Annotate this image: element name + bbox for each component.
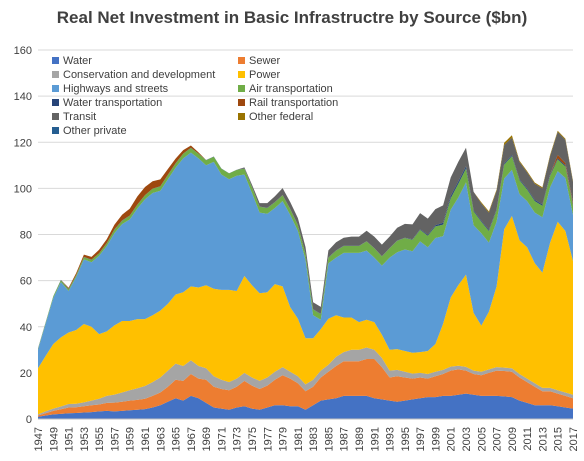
legend-swatch	[238, 71, 245, 78]
x-tick-label: 2015	[553, 427, 565, 451]
legend-label: Water	[63, 55, 92, 67]
legend-swatch	[52, 127, 59, 134]
x-tick-label: 2009	[507, 427, 519, 451]
x-tick-label: 1961	[140, 427, 152, 451]
x-tick-label: 1997	[415, 427, 427, 451]
area-series	[38, 130, 573, 419]
legend-swatch	[238, 99, 245, 106]
x-tick-label: 2001	[446, 427, 458, 451]
legend-label: Water transportation	[63, 97, 162, 109]
x-tick-label: 1951	[64, 427, 76, 451]
x-tick-label: 1969	[201, 427, 213, 451]
area-power	[38, 216, 573, 415]
legend-swatch	[52, 99, 59, 106]
x-tick-label: 1985	[323, 427, 335, 451]
x-tick-label: 1981	[293, 427, 305, 451]
x-tick-label: 2011	[522, 427, 534, 451]
x-tick-label: 1953	[79, 427, 91, 451]
legend-label: Conservation and development	[63, 69, 215, 81]
legend-swatch	[52, 85, 59, 92]
x-tick-label: 1989	[354, 427, 366, 451]
legend-label: Other private	[63, 125, 127, 137]
y-tick-label: 140	[14, 91, 32, 103]
x-tick-label: 1977	[262, 427, 274, 451]
x-tick-label: 2017	[568, 427, 580, 451]
area-highways-and-streets	[38, 152, 573, 369]
x-tick-label: 2013	[537, 427, 549, 451]
legend: Water Sewer Conservation and development Po…	[52, 55, 338, 137]
legend-label: Transit	[63, 111, 96, 123]
x-tick-label: 1971	[216, 427, 228, 451]
legend-label: Sewer	[249, 55, 281, 67]
x-tick-label: 2007	[492, 427, 504, 451]
legend-swatch	[52, 71, 59, 78]
x-tick-label: 1995	[400, 427, 412, 451]
x-tick-label: 1999	[430, 427, 442, 451]
y-tick-label: 40	[20, 322, 32, 334]
area-sewer	[38, 359, 573, 417]
x-tick-label: 1963	[155, 427, 167, 451]
x-tick-label: 1979	[278, 427, 290, 451]
y-tick-label: 160	[14, 45, 32, 57]
x-tick-label: 1957	[109, 427, 121, 451]
y-tick-label: 60	[20, 276, 32, 288]
legend-swatch	[52, 57, 59, 64]
legend-swatch	[238, 85, 245, 92]
x-tick-label: 1965	[171, 427, 183, 451]
x-tick-label: 1993	[385, 427, 397, 451]
x-tick-label: 2003	[461, 427, 473, 451]
legend-label: Air transportation	[249, 83, 333, 95]
x-tick-label: 1967	[186, 427, 198, 451]
y-tick-label: 20	[20, 368, 32, 380]
legend-label: Rail transportation	[249, 97, 338, 109]
y-tick-label: 0	[26, 414, 32, 426]
x-tick-label: 1973	[232, 427, 244, 451]
legend-swatch	[238, 113, 245, 120]
y-tick-label: 100	[14, 183, 32, 195]
x-tick-label: 1975	[247, 427, 259, 451]
y-tick-label: 80	[20, 230, 32, 242]
y-tick-label: 120	[14, 137, 32, 149]
legend-swatch	[238, 57, 245, 64]
legend-label: Power	[249, 69, 281, 81]
legend-label: Other federal	[249, 111, 313, 123]
x-tick-label: 1991	[369, 427, 381, 451]
x-tick-label: 1959	[125, 427, 137, 451]
legend-label: Highways and streets	[63, 83, 169, 95]
legend-swatch	[52, 113, 59, 120]
x-tick-label: 1983	[308, 427, 320, 451]
x-tick-label: 1947	[33, 427, 45, 451]
x-tick-label: 1987	[339, 427, 351, 451]
x-tick-label: 1949	[48, 427, 60, 451]
x-tick-label: 2005	[476, 427, 488, 451]
chart-title: Real Net Investment in Basic Infrastruct…	[56, 8, 528, 27]
x-tick-label: 1955	[94, 427, 106, 451]
